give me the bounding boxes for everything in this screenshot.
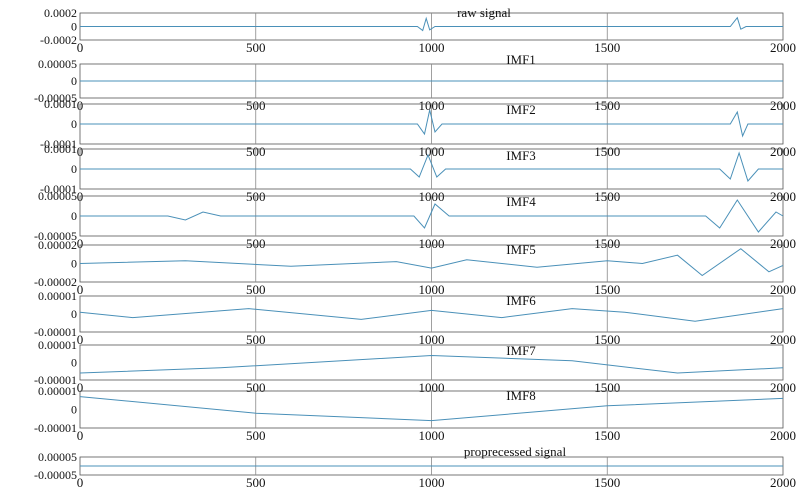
y-tick-label: 0.0001 <box>44 97 77 111</box>
x-tick-label: 1000 <box>419 475 445 490</box>
panel-title: IMF8 <box>506 388 536 403</box>
y-tick-label: 0.00001 <box>38 338 77 352</box>
y-tick-label: 0 <box>71 307 77 321</box>
y-tick-label: 0 <box>71 257 77 271</box>
panel-10: 0 500 1000 1500 2000 0.00005 -0.00005 propreces… <box>34 444 796 490</box>
x-tick-label: 1000 <box>419 40 445 55</box>
x-tick-label: 0 <box>77 380 84 395</box>
series-line <box>80 199 784 233</box>
y-tick-label: 0.00005 <box>38 189 77 203</box>
y-tick-label: -0.00001 <box>34 325 77 339</box>
y-tick-label: 0.00005 <box>38 450 77 464</box>
x-tick-label: 1500 <box>594 282 620 297</box>
y-tick-label: -0.00002 <box>34 275 77 289</box>
panel-title: IMF1 <box>506 52 536 67</box>
y-tick-label: -0.0001 <box>40 137 77 151</box>
y-tick-label: -0.00005 <box>34 468 77 482</box>
y-tick-label: -0.00005 <box>34 229 77 243</box>
y-tick-label: 0 <box>71 356 77 370</box>
x-tick-label: 2000 <box>770 332 796 347</box>
x-tick-label: 2000 <box>770 428 796 443</box>
x-tick-label: 1000 <box>419 332 445 347</box>
y-tick-label: 0 <box>71 209 77 223</box>
x-tick-label: 1500 <box>594 475 620 490</box>
x-tick-label: 0 <box>77 475 84 490</box>
y-tick-label: -0.0002 <box>40 33 77 47</box>
panel-title: proprecessed signal <box>464 444 567 459</box>
x-tick-label: 1000 <box>419 236 445 251</box>
panel-title: IMF2 <box>506 102 536 117</box>
series-line <box>79 354 784 374</box>
y-tick-label: 0 <box>71 20 77 34</box>
panel-title: raw signal <box>457 5 511 20</box>
y-tick-label: 0.00002 <box>38 238 77 252</box>
y-tick-label: -0.00001 <box>34 373 77 387</box>
x-tick-label: 2000 <box>770 475 796 490</box>
y-tick-label: 0 <box>71 403 77 417</box>
x-tick-label: 500 <box>246 40 266 55</box>
x-tick-label: 1500 <box>594 332 620 347</box>
panel-title: IMF6 <box>506 293 536 308</box>
series-line <box>80 109 783 138</box>
x-tick-label: 500 <box>246 236 266 251</box>
y-tick-label: -0.00001 <box>34 421 77 435</box>
x-tick-label: 1500 <box>594 236 620 251</box>
x-tick-label: 1000 <box>419 282 445 297</box>
x-tick-label: 0 <box>77 236 84 251</box>
y-tick-label: 0.0001 <box>44 142 77 156</box>
panel-title: IMF7 <box>506 343 536 358</box>
x-tick-label: 0 <box>77 40 84 55</box>
y-tick-label: -0.00005 <box>34 91 77 105</box>
y-tick-label: 0.0002 <box>44 6 77 20</box>
panel-title: IMF4 <box>506 194 536 209</box>
x-tick-label: 500 <box>246 332 266 347</box>
series-line <box>80 151 783 182</box>
x-tick-label: 0 <box>77 332 84 347</box>
y-tick-label: 0 <box>71 117 77 131</box>
x-tick-label: 500 <box>246 428 266 443</box>
y-tick-label: 0.00001 <box>38 384 77 398</box>
panel-title: IMF5 <box>506 242 536 257</box>
x-tick-label: 1500 <box>594 40 620 55</box>
x-tick-label: 0 <box>77 282 84 297</box>
y-tick-label: 0.00005 <box>38 57 77 71</box>
y-tick-label: 0 <box>71 162 77 176</box>
x-tick-label: 2000 <box>770 40 796 55</box>
y-tick-label: -0.0001 <box>40 182 77 196</box>
series-line <box>79 396 784 422</box>
x-tick-label: 500 <box>246 282 266 297</box>
x-tick-label: 1000 <box>419 428 445 443</box>
x-tick-label: 2000 <box>770 282 796 297</box>
x-tick-label: 500 <box>246 475 266 490</box>
series-line <box>80 16 783 32</box>
panel-title: IMF3 <box>506 148 536 163</box>
y-tick-label: 0.00001 <box>38 289 77 303</box>
x-tick-label: 2000 <box>770 236 796 251</box>
series-line <box>79 248 784 277</box>
x-tick-label: 0 <box>77 428 84 443</box>
x-tick-label: 1500 <box>594 428 620 443</box>
series-line <box>79 308 784 322</box>
y-tick-label: 0 <box>71 74 77 88</box>
